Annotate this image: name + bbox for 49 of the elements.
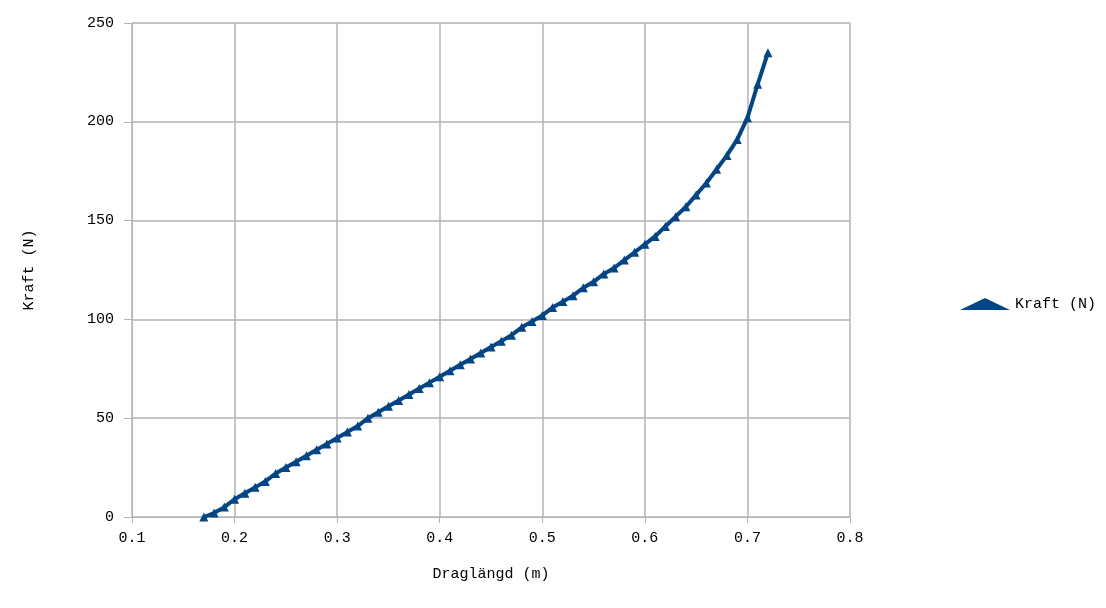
point	[630, 247, 640, 257]
point	[732, 135, 742, 145]
y-tick-label: 250	[86, 14, 114, 32]
point	[527, 316, 537, 326]
point	[712, 164, 722, 174]
x-tick-label: 0.6	[631, 530, 659, 547]
point	[537, 310, 547, 320]
point	[414, 384, 424, 394]
legend-label: Kraft (N)	[1014, 295, 1096, 313]
point	[589, 277, 599, 287]
y-tick-label: 0	[104, 508, 114, 526]
y-axis-title: Kraft (N)	[21, 229, 38, 311]
x-tick-label: 0.8	[836, 530, 864, 547]
x-axis-title: Draglängd (m)	[432, 566, 550, 583]
point	[209, 508, 219, 518]
x-tick-label: 0.2	[221, 530, 249, 547]
point	[404, 389, 414, 399]
point	[383, 401, 393, 411]
point	[230, 494, 240, 504]
point	[394, 395, 404, 405]
point	[291, 457, 301, 467]
y-tick-label: 150	[86, 212, 114, 230]
point	[445, 366, 455, 376]
x-tick-label: 0.4	[426, 530, 454, 547]
point	[424, 378, 434, 388]
point	[496, 336, 506, 346]
point	[342, 427, 352, 437]
point	[353, 421, 363, 431]
point	[219, 502, 229, 512]
point	[281, 463, 291, 473]
y-tick-label: 50	[95, 409, 114, 427]
x-tick-label: 0.5	[528, 530, 556, 547]
point	[763, 48, 773, 58]
point	[199, 512, 209, 522]
point	[373, 407, 383, 417]
point	[250, 482, 260, 492]
point	[507, 330, 517, 340]
x-tick-label: 0.1	[118, 530, 146, 547]
point	[568, 291, 578, 301]
x-tick-label: 0.3	[323, 530, 351, 547]
x-tick-label: 0.7	[733, 530, 761, 547]
point	[260, 476, 270, 486]
point	[609, 263, 619, 273]
point	[465, 354, 475, 364]
point	[486, 342, 496, 352]
point	[742, 113, 752, 123]
point	[240, 488, 250, 498]
y-tick-label: 200	[86, 113, 114, 131]
y-tick-label: 100	[86, 310, 114, 328]
